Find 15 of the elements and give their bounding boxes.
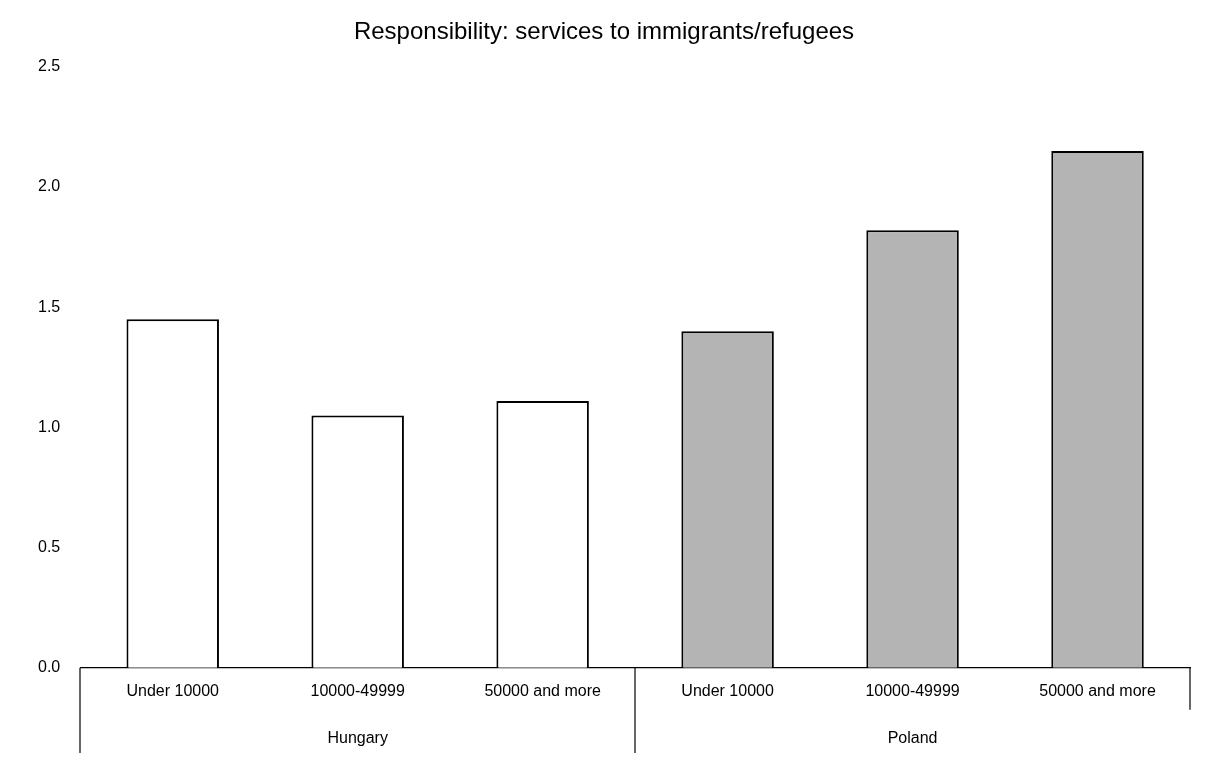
y-tick-label: 0.0	[37, 658, 61, 676]
x-tick-label: Under 10000	[681, 681, 774, 699]
y-tick-label: 2.5	[37, 57, 61, 75]
x-tick-label: 50000 and more	[484, 681, 602, 699]
y-tick-label: 0.5	[37, 538, 61, 556]
x-tick-label: 10000-49999	[865, 681, 960, 699]
x-tick-label: 50000 and more	[1039, 681, 1156, 699]
y-tick-label: 1.0	[37, 417, 61, 435]
x-tick-label: Under 10000	[126, 681, 220, 699]
chart-title: Responsibility: services to immigrants/refugees	[353, 17, 855, 45]
text: Hungary	[327, 729, 388, 747]
text: Poland	[887, 729, 938, 747]
y-tick-label: 2.0	[37, 177, 61, 195]
y-tick-label: 1.5	[37, 297, 61, 315]
x-tick-label: 10000-49999	[310, 681, 405, 699]
